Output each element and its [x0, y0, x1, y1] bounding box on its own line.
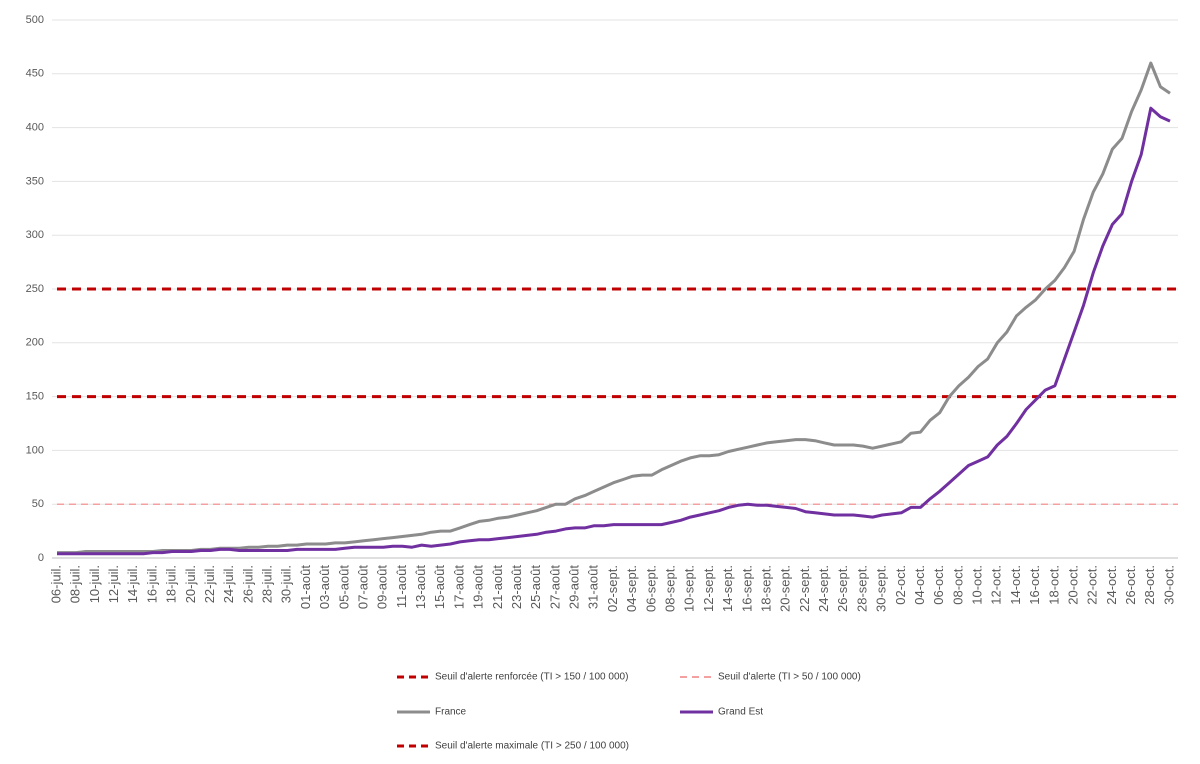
legend-label: France — [435, 707, 467, 718]
x-tick-label: 18-oct. — [1046, 565, 1061, 605]
x-tick-label: 26-oct. — [1123, 565, 1138, 605]
x-tick-label: 16-oct. — [1027, 565, 1042, 605]
x-tick-label: 20-sept. — [778, 565, 793, 612]
x-tick-label: 02-oct. — [893, 565, 908, 605]
x-tick-label: 22-juil. — [202, 565, 217, 603]
x-tick-label: 30-sept. — [874, 565, 889, 612]
x-tick-label: 28-juil. — [260, 565, 275, 603]
x-tick-label: 17-août — [451, 565, 466, 609]
y-tick-label: 500 — [26, 14, 44, 26]
legend-label: Grand Est — [718, 707, 763, 718]
x-tick-label: 24-juil. — [221, 565, 236, 603]
x-tick-label: 30-juil. — [279, 565, 294, 603]
y-tick-label: 450 — [26, 68, 44, 80]
x-tick-label: 04-sept. — [624, 565, 639, 612]
legend-label: Seuil d'alerte maximale (TI > 250 / 100 … — [435, 741, 629, 752]
x-tick-label: 16-juil. — [144, 565, 159, 603]
x-tick-label: 16-sept. — [739, 565, 754, 612]
x-tick-label: 09-août — [375, 565, 390, 609]
y-tick-label: 300 — [26, 229, 44, 241]
x-tick-label: 28-sept. — [854, 565, 869, 612]
x-tick-label: 14-oct. — [1008, 565, 1023, 605]
x-tick-label: 19-août — [471, 565, 486, 609]
x-tick-label: 12-juil. — [106, 565, 121, 603]
x-tick-label: 01-août — [298, 565, 313, 609]
x-tick-label: 04-oct. — [912, 565, 927, 605]
x-tick-label: 24-sept. — [816, 565, 831, 612]
x-tick-label: 05-août — [336, 565, 351, 609]
x-tick-label: 07-août — [355, 565, 370, 609]
x-tick-label: 14-sept. — [720, 565, 735, 612]
x-tick-label: 31-août — [586, 565, 601, 609]
x-tick-label: 26-sept. — [835, 565, 850, 612]
x-tick-label: 12-oct. — [989, 565, 1004, 605]
x-tick-label: 10-juil. — [87, 565, 102, 603]
x-tick-label: 20-juil. — [183, 565, 198, 603]
y-tick-label: 400 — [26, 122, 44, 134]
x-tick-label: 22-oct. — [1085, 565, 1100, 605]
x-tick-label: 11-août — [394, 565, 409, 609]
y-tick-label: 250 — [26, 283, 44, 295]
x-tick-label: 08-oct. — [950, 565, 965, 605]
x-tick-label: 24-oct. — [1104, 565, 1119, 605]
x-tick-label: 28-oct. — [1142, 565, 1157, 605]
x-tick-label: 22-sept. — [797, 565, 812, 612]
x-tick-label: 25-août — [528, 565, 543, 609]
x-tick-label: 02-sept. — [605, 565, 620, 612]
y-tick-label: 200 — [26, 337, 44, 349]
legend-label: Seuil d'alerte (TI > 50 / 100 000) — [718, 672, 861, 683]
legend-label: Seuil d'alerte renforcée (TI > 150 / 100… — [435, 672, 628, 683]
x-tick-label: 13-août — [413, 565, 428, 609]
y-tick-label: 100 — [26, 444, 44, 456]
series-line — [57, 61, 1171, 555]
x-tick-label: 12-sept. — [701, 565, 716, 612]
x-tick-label: 27-août — [547, 565, 562, 609]
x-tick-label: 23-août — [509, 565, 524, 609]
x-tick-label: 26-juil. — [240, 565, 255, 603]
x-tick-label: 06-juil. — [48, 565, 63, 603]
x-tick-label: 15-août — [432, 565, 447, 609]
x-tick-label: 29-août — [567, 565, 582, 609]
x-tick-label: 18-juil. — [164, 565, 179, 603]
x-tick-label: 08-sept. — [663, 565, 678, 612]
x-tick-label: 21-août — [490, 565, 505, 609]
x-tick-label: 06-sept. — [643, 565, 658, 612]
x-tick-label: 18-sept. — [758, 565, 773, 612]
y-tick-label: 150 — [26, 391, 44, 403]
x-tick-label: 03-août — [317, 565, 332, 609]
x-tick-label: 10-oct. — [970, 565, 985, 605]
x-tick-label: 20-oct. — [1065, 565, 1080, 605]
y-tick-label: 50 — [32, 498, 44, 510]
x-tick-label: 10-sept. — [682, 565, 697, 612]
y-tick-label: 0 — [38, 552, 44, 564]
y-tick-label: 350 — [26, 175, 44, 187]
x-tick-label: 30-oct. — [1161, 565, 1176, 605]
x-tick-label: 08-juil. — [68, 565, 83, 603]
x-tick-label: 14-juil. — [125, 565, 140, 603]
series-line — [57, 106, 1171, 556]
x-tick-label: 06-oct. — [931, 565, 946, 605]
